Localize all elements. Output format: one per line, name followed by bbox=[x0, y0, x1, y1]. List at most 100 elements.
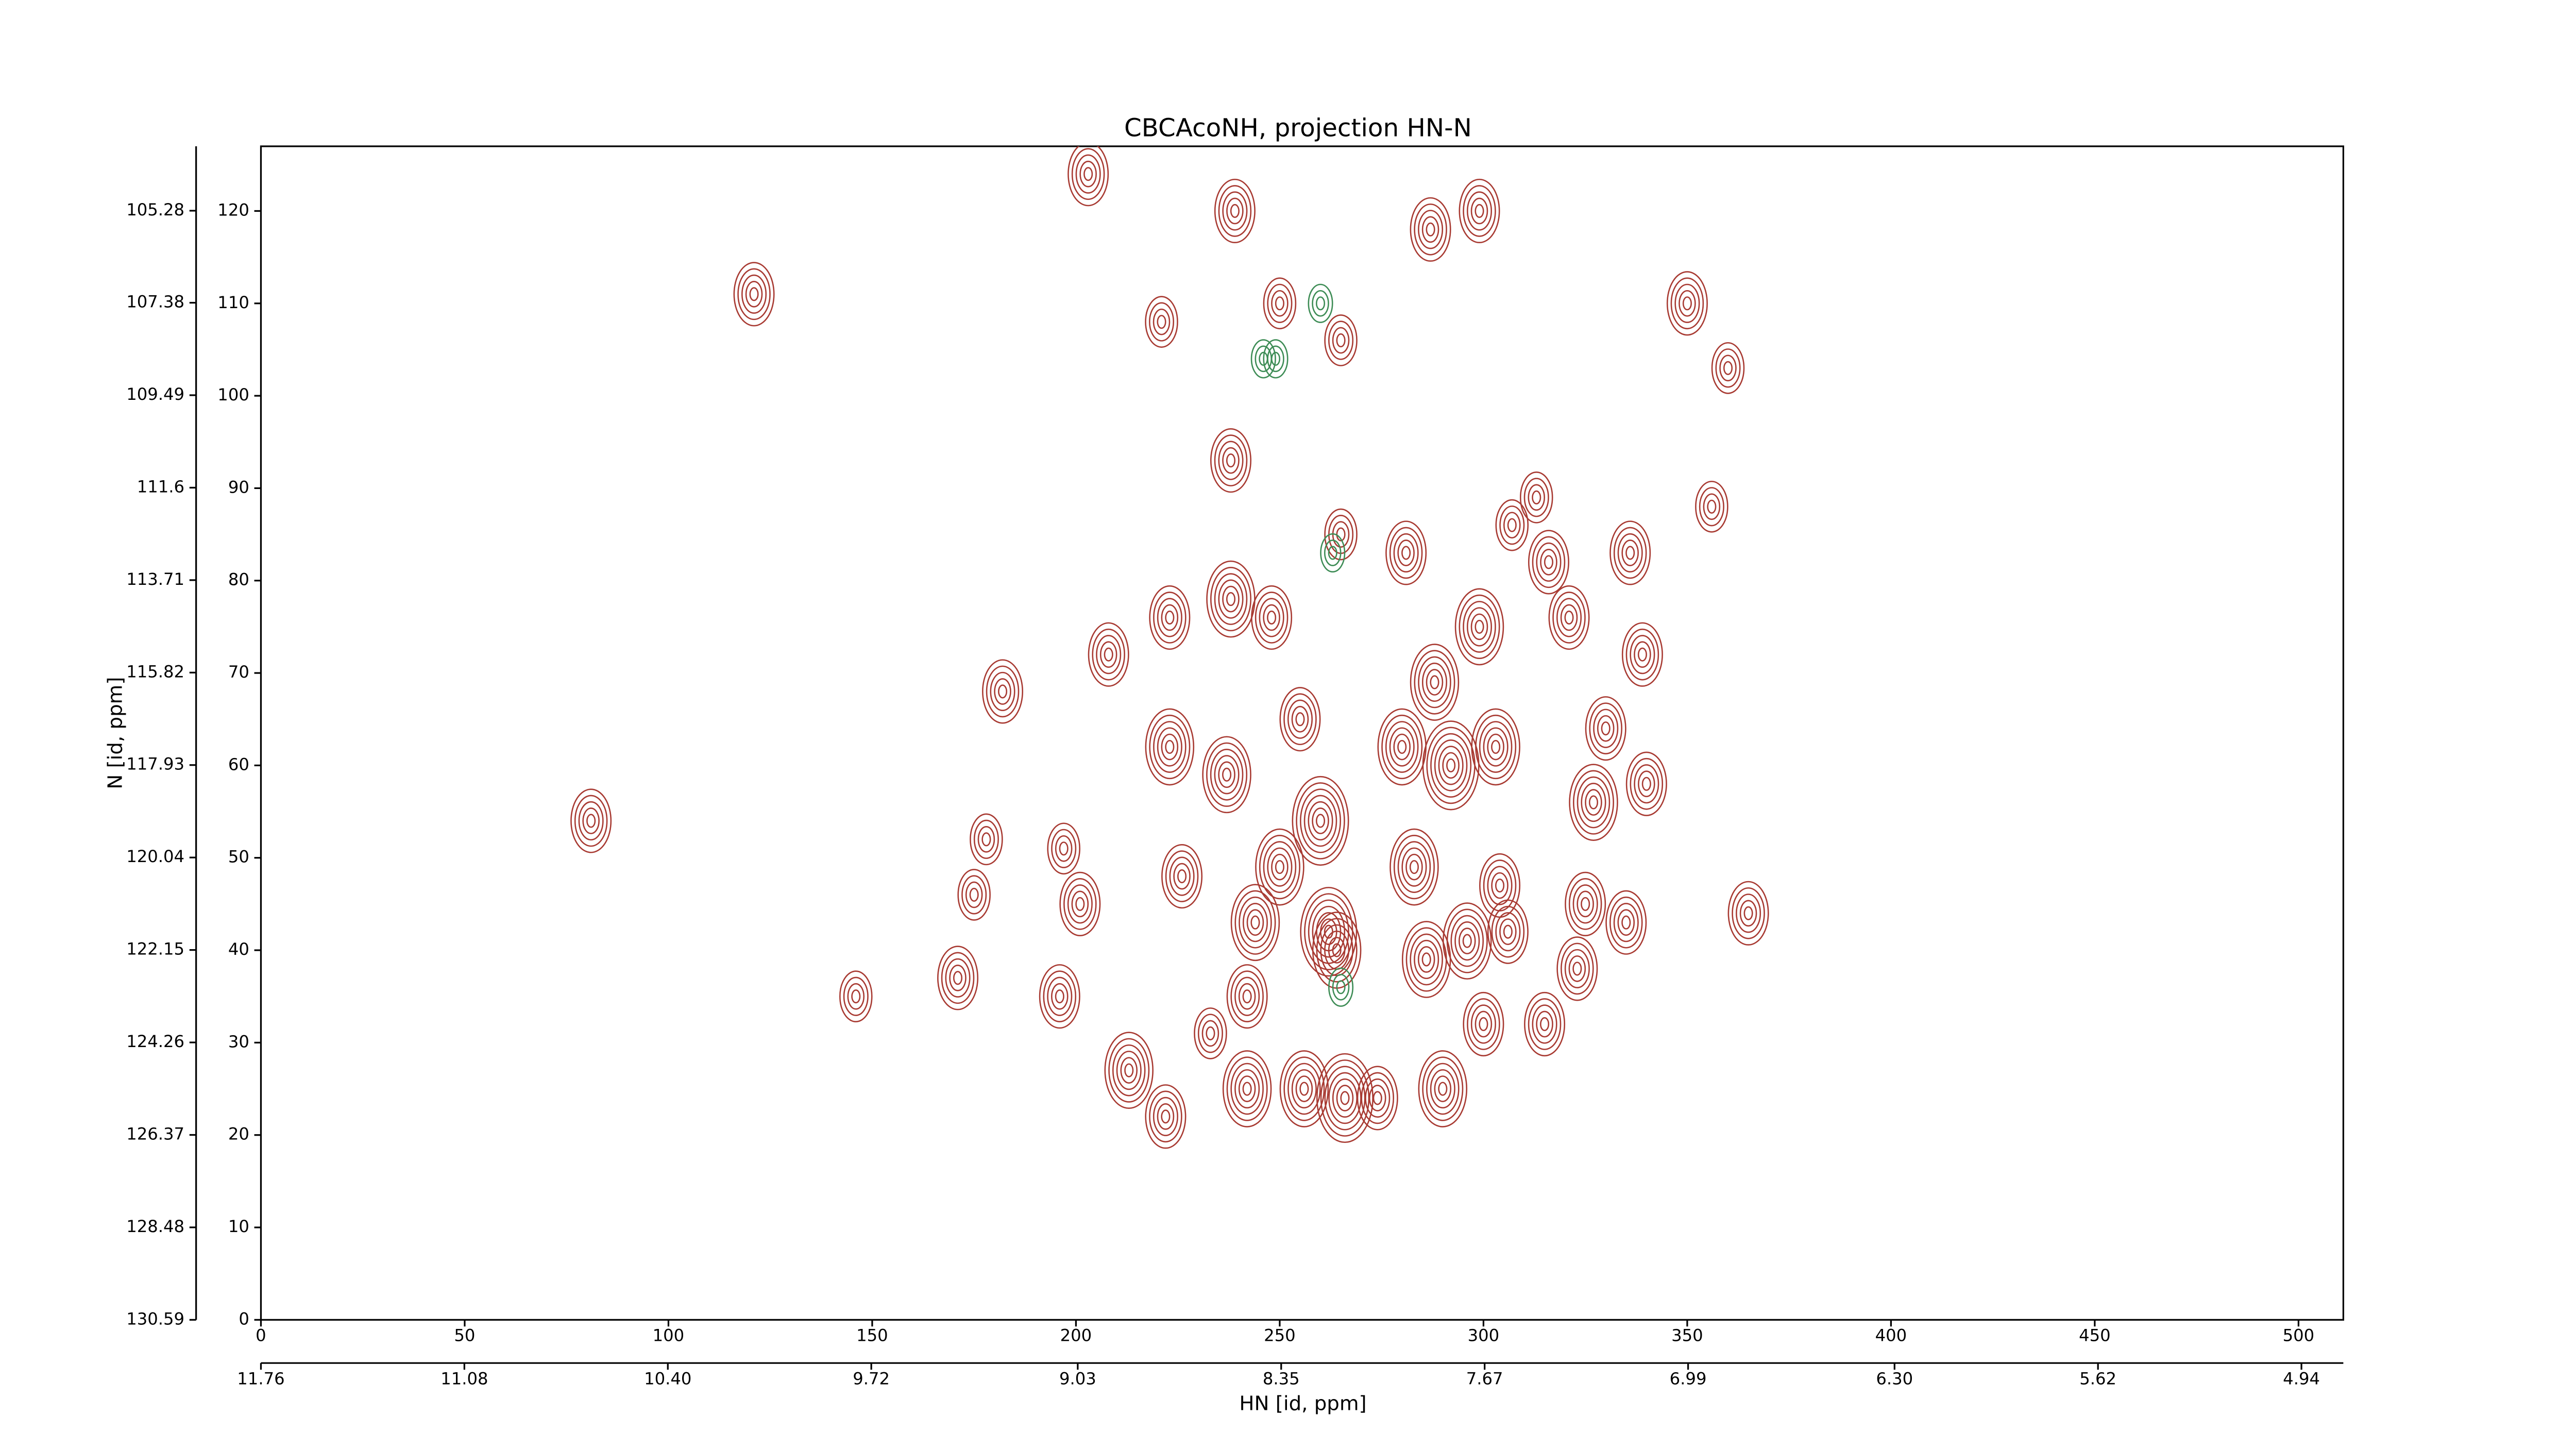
contour-ring bbox=[1291, 1069, 1317, 1109]
contour-ring bbox=[1336, 333, 1346, 348]
contour-ring bbox=[1153, 308, 1171, 335]
contour-ring bbox=[1401, 546, 1411, 560]
contour-ring bbox=[1605, 890, 1647, 955]
x-tick-label: 7.67 bbox=[1466, 1369, 1503, 1388]
contour-ring bbox=[1565, 871, 1606, 936]
contour-ring bbox=[1634, 641, 1651, 668]
contour-ring bbox=[1340, 1091, 1350, 1105]
contour-ring bbox=[1479, 1017, 1488, 1032]
contour-ring bbox=[1263, 841, 1297, 893]
contour-ring bbox=[1625, 546, 1635, 560]
contour-ring bbox=[1263, 277, 1297, 330]
contour-ring bbox=[1303, 795, 1337, 847]
contour-ring bbox=[949, 965, 967, 991]
contour-ring bbox=[1304, 893, 1353, 970]
contour-ring bbox=[1732, 887, 1765, 939]
y-tick-label: 60 bbox=[228, 754, 249, 774]
y-tick-label: 107.38 bbox=[126, 292, 184, 312]
contour-ring bbox=[851, 989, 861, 1004]
contour-ring bbox=[1581, 897, 1590, 911]
contour-ring bbox=[745, 281, 763, 308]
contour-ring bbox=[1226, 1056, 1268, 1121]
contour-ring bbox=[1634, 764, 1659, 804]
x-tick-label: 4.94 bbox=[2283, 1369, 2320, 1388]
contour-ring bbox=[1088, 622, 1129, 687]
contour-ring bbox=[1165, 739, 1175, 754]
contour-ring bbox=[994, 678, 1011, 705]
contour-ring bbox=[1393, 533, 1419, 572]
contour-ring bbox=[1055, 989, 1064, 1004]
contour-ring bbox=[1218, 441, 1244, 480]
contour-ring bbox=[1267, 345, 1284, 373]
plot-frame bbox=[260, 145, 2344, 1321]
contour-ring bbox=[1625, 751, 1667, 816]
contour-ring bbox=[1743, 906, 1753, 920]
contour-ring bbox=[1442, 752, 1460, 779]
contour-ring bbox=[1487, 899, 1529, 964]
contour-ring bbox=[1250, 339, 1276, 379]
contour-ring bbox=[1410, 933, 1443, 986]
contour-ring bbox=[1206, 1026, 1215, 1040]
contour-ring bbox=[1389, 527, 1423, 579]
contour-ring bbox=[1263, 604, 1280, 631]
y-axis-label: N [id, ppm] bbox=[104, 677, 127, 789]
contour-ring bbox=[1475, 619, 1484, 634]
contour-ring bbox=[1499, 918, 1517, 945]
contour-ring bbox=[1316, 1053, 1374, 1143]
contour-ring bbox=[1328, 321, 1354, 360]
contour-ring bbox=[1063, 878, 1097, 930]
y-tick-label: 50 bbox=[228, 847, 249, 867]
contour-ring bbox=[1426, 222, 1435, 237]
contour-ring bbox=[1255, 592, 1289, 644]
contour-ring bbox=[1682, 296, 1692, 311]
contour-ring bbox=[1267, 283, 1293, 323]
contour-ring bbox=[1638, 770, 1655, 798]
contour-ring bbox=[1296, 782, 1345, 860]
contour-ring bbox=[574, 795, 608, 847]
contour-ring bbox=[1222, 585, 1240, 613]
contour-ring bbox=[973, 819, 999, 859]
contour-ring bbox=[1593, 709, 1619, 748]
contour-ring bbox=[970, 813, 1003, 866]
contour-ring bbox=[1287, 1063, 1321, 1115]
x-tick-label: 0 bbox=[256, 1326, 266, 1345]
contour-ring bbox=[953, 971, 963, 985]
contour-ring bbox=[1385, 520, 1427, 585]
contour-ring bbox=[1532, 490, 1541, 504]
contour-ring bbox=[1483, 727, 1509, 767]
contour-ring bbox=[1218, 761, 1235, 788]
contour-ring bbox=[1108, 1038, 1150, 1103]
contour-ring bbox=[1613, 527, 1647, 579]
contour-ring bbox=[1157, 315, 1166, 329]
contour-ring bbox=[1234, 976, 1260, 1016]
contour-ring bbox=[1528, 484, 1546, 511]
contour-ring bbox=[1157, 598, 1182, 637]
y-tick-label: 40 bbox=[228, 939, 249, 959]
contour-ring bbox=[1597, 715, 1615, 742]
contour-ring bbox=[1161, 844, 1203, 909]
contour-ring bbox=[1695, 480, 1728, 533]
contour-ring bbox=[1230, 884, 1280, 962]
contour-ring bbox=[1210, 567, 1251, 632]
contour-ring bbox=[1271, 853, 1289, 881]
x-tick-label: 5.62 bbox=[2079, 1369, 2116, 1388]
contour-ring bbox=[1287, 699, 1313, 739]
contour-ring bbox=[1099, 641, 1117, 668]
y-tick-label: 20 bbox=[228, 1124, 249, 1144]
contour-ring bbox=[1206, 742, 1248, 807]
contour-ring bbox=[1250, 915, 1260, 930]
contour-ring bbox=[937, 946, 979, 1010]
contour-ring bbox=[1519, 471, 1553, 524]
contour-ring bbox=[1275, 296, 1284, 311]
contour-ring bbox=[1471, 708, 1520, 786]
contour-ring bbox=[1124, 1063, 1134, 1077]
contour-ring bbox=[1320, 1059, 1370, 1137]
contours bbox=[570, 146, 1769, 1149]
contour-ring bbox=[1230, 1063, 1264, 1115]
contour-ring bbox=[961, 875, 987, 915]
contour-ring bbox=[1067, 884, 1093, 924]
y-tick-label: 30 bbox=[228, 1032, 249, 1051]
contour-ring bbox=[1145, 708, 1195, 786]
y-tick-label: 130.59 bbox=[126, 1309, 184, 1328]
